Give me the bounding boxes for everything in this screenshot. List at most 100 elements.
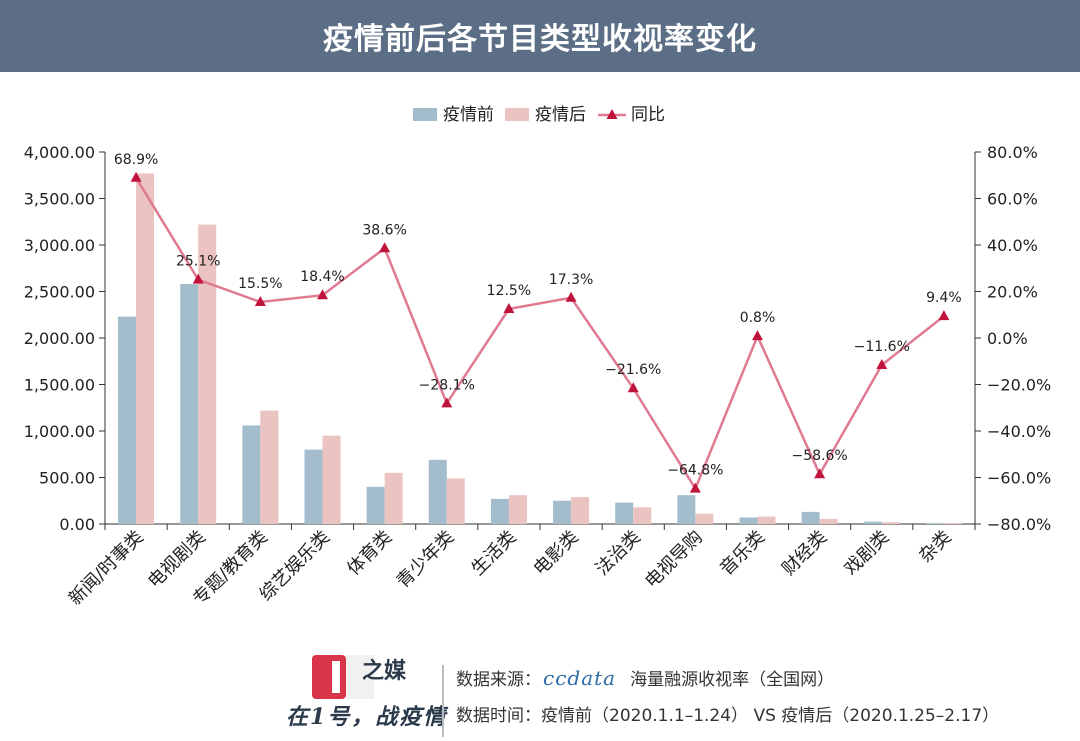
yoy-data-label: 17.3% — [549, 272, 593, 288]
yoy-data-label: −28.1% — [419, 377, 475, 393]
chart-title: 疫情前后各节目类型收视率变化 — [323, 22, 757, 57]
x-tick-label: 音乐类 — [716, 527, 769, 580]
left-tick-label: 1,500.00 — [24, 376, 95, 395]
left-tick-label: 3,500.00 — [24, 190, 95, 209]
right-tick-label: −80.0% — [987, 515, 1051, 534]
x-tick-label: 电视导购 — [641, 527, 707, 593]
footer-divider — [442, 665, 444, 737]
right-tick-label: 0.0% — [987, 329, 1028, 348]
left-tick-label: 3,000.00 — [24, 236, 95, 255]
yoy-line: 68.9% 25.1% 15.5% 18.4% 38.6% −28.1% 12.5% 17.3… — [114, 152, 962, 493]
bar-after — [943, 523, 962, 524]
yoy-data-label: 15.5% — [238, 276, 282, 292]
bar-after — [695, 513, 714, 524]
right-tick-label: −60.0% — [987, 469, 1051, 488]
source-brand: ccdata — [543, 666, 617, 690]
left-tick-label: 0.00 — [59, 515, 95, 534]
footer: 之媒 在1号，战疫情 数据来源： ccdata 海量融源收视率（全国网） 数据时间：… — [0, 645, 1080, 741]
yoy-marker — [441, 397, 453, 408]
right-tick-label: −20.0% — [987, 376, 1051, 395]
yoy-marker — [627, 382, 639, 393]
bar-before — [366, 486, 385, 524]
legend-label-before: 疫情前 — [443, 105, 494, 125]
bar-before — [925, 523, 944, 524]
right-tick-label: 60.0% — [987, 190, 1038, 209]
axes: 0.00 500.00 1,000.00 1,500.00 2,000.00 2,500.… — [24, 143, 1051, 534]
right-tick-label: 40.0% — [987, 236, 1038, 255]
yoy-data-label: 38.6% — [362, 222, 406, 238]
right-tick-label: 80.0% — [987, 143, 1038, 162]
legend-swatch-before — [413, 108, 437, 121]
bar-before — [801, 511, 820, 524]
legend-label-yoy: 同比 — [631, 105, 665, 125]
logo-icon — [312, 655, 346, 699]
logo-word: 之媒 — [362, 658, 407, 684]
yoy-marker — [254, 295, 266, 306]
yoy-polyline — [135, 177, 945, 492]
data-source-line: 数据来源： ccdata 海量融源收视率（全国网） — [456, 665, 834, 690]
legend-swatch-after — [505, 108, 529, 121]
left-tick-label: 4,000.00 — [24, 143, 95, 162]
bar-before — [677, 495, 696, 524]
bar-after — [322, 435, 341, 524]
yoy-marker — [130, 171, 142, 182]
bar-after — [819, 518, 838, 524]
left-tick-label: 2,000.00 — [24, 329, 95, 348]
bar-before — [739, 517, 758, 524]
bar-before — [118, 316, 137, 524]
left-tick-label: 1,000.00 — [24, 422, 95, 441]
yoy-marker — [192, 273, 204, 284]
combo-chart: 疫情前 疫情后 同比 0.00 500.00 1,000.00 1,500.00 2,000… — [24, 105, 1051, 610]
yoy-marker — [938, 310, 950, 321]
x-tick-label: 新闻/时事类 — [65, 527, 148, 610]
data-time-line: 数据时间：疫情前（2020.1.1–1.24） VS 疫情后（2020.1.25… — [456, 706, 1000, 726]
source-label: 数据来源： — [456, 670, 541, 690]
yoy-data-label: 9.4% — [926, 290, 962, 306]
yoy-data-label: 0.8% — [740, 310, 776, 326]
bar-after — [260, 410, 279, 524]
bar-after — [136, 173, 155, 524]
yoy-marker — [379, 242, 391, 253]
bar-after — [633, 507, 652, 524]
bar-before — [304, 449, 323, 524]
bar-before — [863, 521, 882, 524]
yoy-marker — [503, 302, 515, 313]
yoy-marker — [752, 330, 763, 341]
yoy-data-label: 12.5% — [487, 283, 531, 299]
yoy-data-label: −64.8% — [667, 463, 723, 479]
bar-after — [571, 497, 590, 524]
bar-after — [446, 478, 465, 524]
x-tick-label: 戏剧类 — [840, 527, 893, 580]
bar-before — [428, 459, 447, 524]
bar-before — [242, 425, 261, 524]
legend: 疫情前 疫情后 同比 — [413, 105, 665, 125]
yoy-data-label: −58.6% — [792, 448, 848, 464]
bar-after — [508, 495, 527, 524]
x-tick-label: 法治类 — [592, 527, 645, 580]
slogan: 在1号，战疫情 — [286, 704, 448, 730]
x-tick-label: 生活类 — [467, 527, 520, 580]
right-tick-label: 20.0% — [987, 283, 1038, 302]
x-tick-label: 青少年类 — [393, 527, 459, 593]
yoy-data-label: 68.9% — [114, 152, 158, 168]
yoy-marker — [689, 482, 701, 493]
right-tick-label: −40.0% — [987, 422, 1051, 441]
chart-title-banner: 疫情前后各节目类型收视率变化 — [0, 0, 1080, 72]
yoy-marker — [317, 289, 328, 300]
legend-marker-yoy — [606, 109, 618, 119]
left-tick-label: 2,500.00 — [24, 283, 95, 302]
x-tick-label: 电影类 — [530, 527, 583, 580]
yoy-marker — [814, 468, 826, 479]
yoy-data-label: 18.4% — [300, 269, 344, 285]
yoy-marker — [565, 291, 577, 302]
yoy-data-label: −21.6% — [605, 362, 661, 378]
bar-before — [553, 500, 572, 524]
x-tick-label: 体育类 — [343, 527, 396, 580]
legend-label-after: 疫情后 — [535, 105, 586, 125]
bar-before — [615, 502, 634, 524]
yoy-data-label: −11.6% — [854, 339, 910, 355]
left-tick-label: 500.00 — [39, 469, 95, 488]
yoy-data-label: 25.1% — [176, 254, 220, 270]
x-tick-label: 杂类 — [915, 527, 955, 567]
